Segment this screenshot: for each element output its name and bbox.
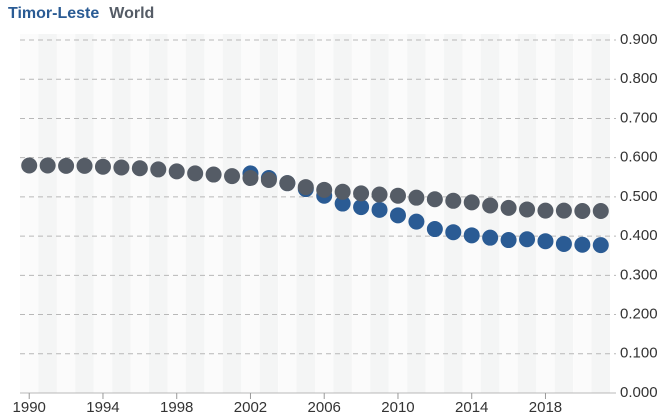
x-tick-label: 2010 bbox=[381, 399, 414, 416]
dot bbox=[408, 213, 425, 230]
dot bbox=[131, 160, 148, 177]
y-tick-label: 0.300 bbox=[620, 266, 658, 283]
dot bbox=[519, 201, 536, 218]
dot bbox=[371, 186, 388, 203]
dot bbox=[353, 185, 370, 202]
dot bbox=[463, 227, 480, 244]
y-tick-label: 0.500 bbox=[620, 188, 658, 205]
y-tick-label: 0.400 bbox=[620, 227, 658, 244]
dot bbox=[205, 166, 222, 183]
dot bbox=[39, 157, 56, 174]
dot bbox=[224, 168, 241, 185]
y-tick-label: 0.700 bbox=[620, 109, 658, 126]
dot bbox=[592, 203, 609, 220]
dot bbox=[426, 191, 443, 208]
dot bbox=[500, 232, 517, 249]
dot bbox=[555, 202, 572, 219]
dot bbox=[537, 233, 554, 250]
stripe bbox=[444, 34, 463, 393]
dot bbox=[371, 201, 388, 218]
dot bbox=[113, 159, 130, 176]
dot bbox=[58, 157, 75, 174]
stripe bbox=[407, 34, 426, 393]
dot bbox=[389, 207, 406, 224]
stripe bbox=[130, 34, 150, 393]
stripe bbox=[462, 34, 481, 393]
stripe bbox=[296, 34, 315, 393]
dot bbox=[519, 231, 536, 248]
stripe bbox=[204, 34, 223, 393]
stripe bbox=[333, 34, 352, 393]
y-tick-label: 0.900 bbox=[620, 31, 658, 48]
y-tick-label: 0.200 bbox=[620, 306, 658, 323]
stripe bbox=[56, 34, 76, 393]
legend-label: Timor-Leste bbox=[8, 5, 99, 22]
dot bbox=[334, 183, 351, 200]
stripe bbox=[241, 34, 260, 393]
dot bbox=[260, 172, 277, 189]
stripe bbox=[185, 34, 205, 393]
dot bbox=[21, 157, 38, 174]
dot bbox=[279, 175, 296, 192]
dot bbox=[555, 235, 572, 252]
y-tick-label: 0.000 bbox=[620, 384, 658, 401]
stripe bbox=[278, 34, 297, 393]
dot bbox=[463, 194, 480, 211]
dot bbox=[482, 229, 499, 246]
x-tick-label: 2014 bbox=[455, 399, 488, 416]
stripe bbox=[167, 34, 186, 393]
dot bbox=[187, 165, 204, 182]
stripe bbox=[20, 34, 39, 393]
dot bbox=[168, 163, 185, 180]
dot bbox=[574, 203, 591, 220]
y-tick-label: 0.100 bbox=[620, 345, 658, 362]
dot bbox=[482, 197, 499, 214]
stripe bbox=[93, 34, 113, 393]
y-tick-label: 0.600 bbox=[620, 149, 658, 166]
x-tick-label: 2018 bbox=[529, 399, 562, 416]
stripe bbox=[425, 34, 445, 393]
dot bbox=[389, 187, 406, 204]
x-tick-label: 2006 bbox=[308, 399, 341, 416]
stripe bbox=[259, 34, 279, 393]
legend-label: World bbox=[109, 5, 154, 22]
dot bbox=[297, 179, 314, 196]
dot bbox=[94, 158, 111, 175]
dot bbox=[242, 170, 259, 187]
dot bbox=[150, 161, 167, 178]
x-tick-label: 1998 bbox=[160, 399, 193, 416]
x-tick-label: 2002 bbox=[234, 399, 267, 416]
stripe bbox=[75, 34, 94, 393]
stripe bbox=[38, 34, 57, 393]
dot bbox=[592, 237, 609, 254]
dot bbox=[334, 195, 351, 212]
dot bbox=[500, 199, 517, 216]
stripe bbox=[315, 34, 334, 393]
dot bbox=[76, 157, 93, 174]
dot bbox=[408, 189, 425, 206]
dot bbox=[426, 221, 443, 238]
dot bbox=[445, 224, 462, 241]
dot bbox=[353, 199, 370, 216]
stripe bbox=[149, 34, 168, 393]
dot bbox=[537, 202, 554, 219]
y-tick-label: 0.800 bbox=[620, 70, 658, 87]
dot bbox=[445, 192, 462, 209]
x-tick-label: 1994 bbox=[86, 399, 119, 416]
stripe bbox=[222, 34, 242, 393]
stripe bbox=[112, 34, 131, 393]
dot bbox=[316, 181, 333, 198]
dot bbox=[574, 236, 591, 253]
x-tick-label: 1990 bbox=[13, 399, 46, 416]
